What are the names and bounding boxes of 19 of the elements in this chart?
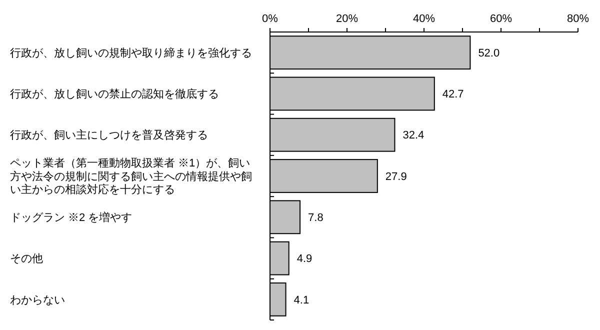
data-label: 27.9	[385, 170, 407, 183]
data-label: 32.4	[402, 130, 424, 142]
y-tick-label: ペット業者（第一種動物取扱業者 ※1）が、飼い方や法令の規制に関する飼い主への情報提供や飼い主からの相談対応を十分にする	[10, 156, 252, 196]
x-tick-label: 80%	[566, 13, 590, 25]
x-tick-label: 40%	[412, 13, 436, 25]
data-label: 4.9	[296, 253, 312, 266]
y-tick-label: その他	[10, 253, 43, 266]
y-tick-label: ドッグラン ※2 を増やす	[10, 210, 132, 224]
x-tick-label: 0%	[262, 13, 278, 25]
y-tick-label: わからない	[10, 294, 65, 306]
x-tick-label: 60%	[490, 13, 512, 25]
y-tick-label: 行政が、飼い主にしつけを普及啓発する	[10, 128, 208, 142]
y-tick-label: 行政が、放し飼いの規制や取り締まりを強化する	[10, 46, 252, 60]
y-tick-label: 行政が、放し飼いの禁止の認知を徹底する	[10, 88, 219, 101]
data-label: 7.8	[308, 212, 324, 224]
data-label: 52.0	[478, 47, 500, 60]
x-tick-label: 20%	[336, 13, 358, 25]
data-label: 42.7	[442, 88, 464, 101]
data-label: 4.1	[294, 294, 310, 306]
